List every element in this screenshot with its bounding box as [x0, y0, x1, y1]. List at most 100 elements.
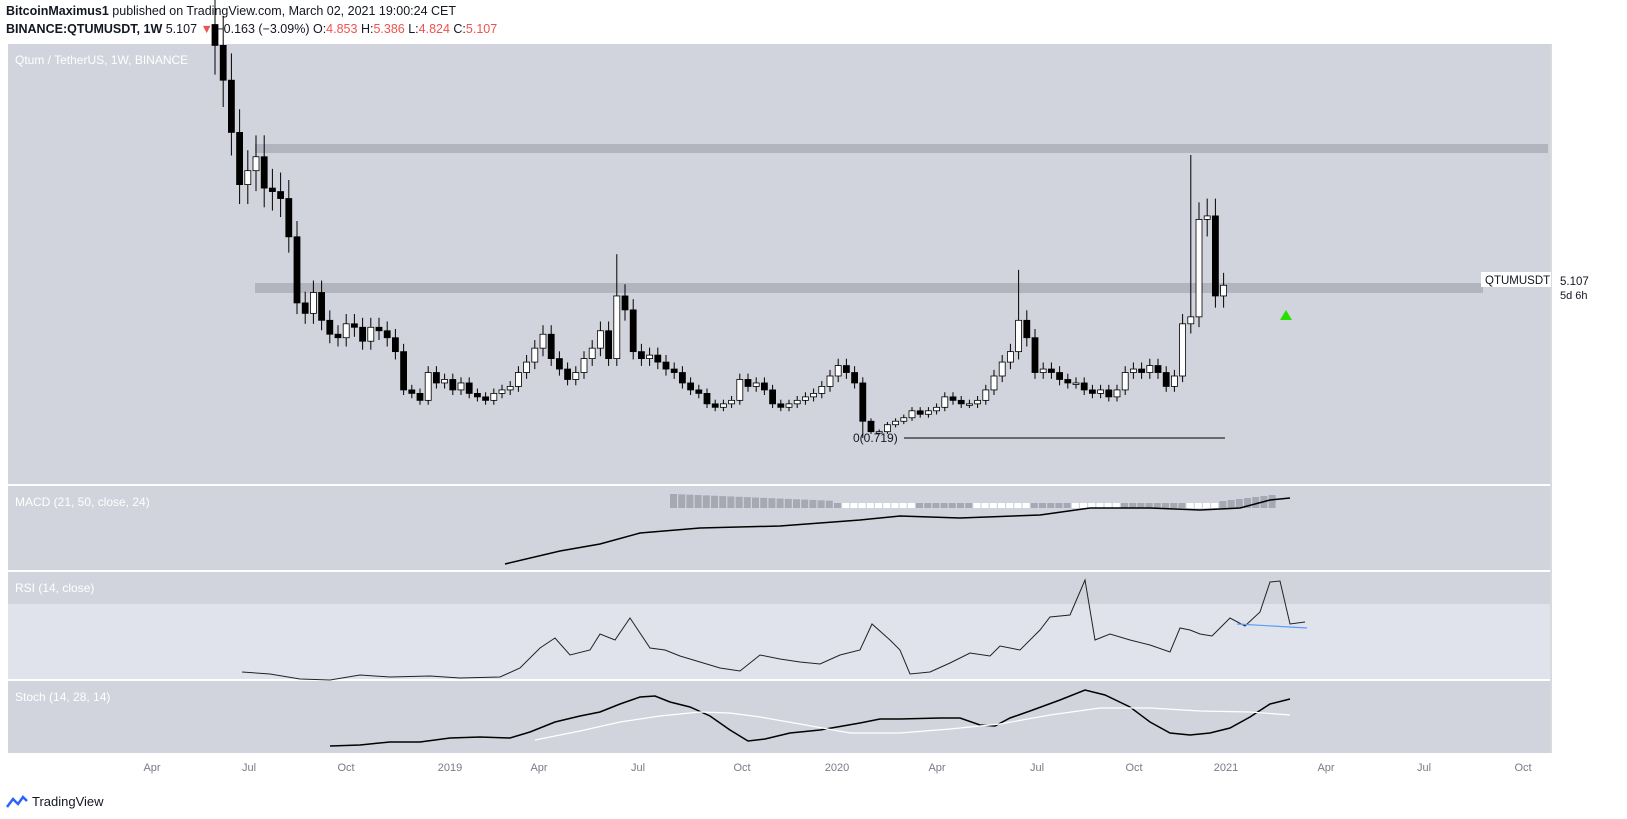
price-tick-label: 10.000 — [1559, 110, 1593, 122]
candle-body — [1121, 372, 1129, 391]
macd-histogram-bar — [1096, 503, 1104, 508]
price-tick-label: 2.000 — [1559, 388, 1587, 400]
candle-body — [326, 319, 334, 335]
time-tick-label: Oct — [733, 762, 750, 774]
candle-body — [1089, 389, 1096, 394]
candle-body — [597, 330, 604, 349]
macd-histogram-bar — [957, 503, 964, 508]
macd-histogram-bar — [1071, 503, 1079, 508]
publisher-name[interactable]: BitcoinMaximus1 — [6, 4, 109, 18]
macd-histogram-bar — [1039, 503, 1046, 508]
candle-body — [1154, 365, 1162, 373]
candle-body — [941, 396, 949, 408]
candle-body — [736, 379, 744, 401]
macd-histogram-bar — [1252, 497, 1260, 508]
candle-body — [506, 386, 514, 391]
candle-body — [638, 351, 645, 360]
candle-body — [744, 379, 752, 387]
time-tick-label: Jul — [242, 762, 256, 774]
macd-histogram-bar — [784, 498, 792, 508]
candle-body — [359, 326, 367, 342]
price-change: −0.163 (−3.09%) — [216, 22, 310, 36]
candle-body — [687, 382, 694, 391]
candle-body — [334, 333, 342, 339]
macd-histogram-bar — [924, 503, 932, 508]
macd-histogram-bar — [711, 495, 718, 508]
time-axis[interactable]: Apr Jul Oct 2019 Apr Jul Oct 2020 Apr Jul Oct 2021 A… — [143, 762, 1531, 774]
candle-body — [318, 292, 326, 321]
candle-body — [679, 372, 686, 384]
candle-body — [531, 347, 539, 363]
candle-body — [949, 396, 957, 401]
macd-histogram-bar — [1235, 499, 1243, 508]
macd-histogram-bar — [834, 503, 841, 508]
candle-body — [646, 354, 653, 359]
price-tag-value: 5.107 — [1560, 276, 1589, 288]
candle-body — [695, 389, 703, 394]
candle-body — [1187, 316, 1195, 325]
stoch-axis: 80.00 40.00 0.00 — [1559, 681, 1587, 754]
macd-histogram-bar — [1268, 495, 1276, 508]
candle-body — [703, 392, 711, 405]
macd-histogram-bar — [801, 499, 809, 508]
candle-body — [342, 323, 350, 339]
low-label: L: — [408, 22, 419, 36]
resistance-zone-lower — [255, 283, 1483, 293]
macd-histogram-bar — [973, 503, 981, 508]
candle-body — [1015, 319, 1022, 353]
publish-line: BitcoinMaximus1 published on TradingView… — [6, 4, 456, 18]
high-value: 5.386 — [373, 22, 405, 36]
candle-body — [391, 337, 399, 353]
macd-histogram-bar — [686, 494, 694, 508]
macd-histogram-bar — [907, 503, 915, 508]
candle-body — [1179, 323, 1186, 377]
macd-histogram-bar — [776, 498, 784, 508]
macd-histogram-bar — [1227, 500, 1235, 508]
candle-body — [1072, 382, 1080, 385]
tradingview-logo-icon — [6, 794, 28, 808]
macd-histogram-bar — [1022, 503, 1030, 508]
macd-histogram-bar — [727, 496, 735, 508]
change-arrow-icon: ▼ — [200, 22, 213, 36]
time-tick-label: Apr — [143, 762, 160, 774]
candle-body — [826, 375, 834, 387]
candle-body — [515, 372, 522, 387]
time-tick-label: 2021 — [1214, 762, 1238, 774]
last-price: 5.107 — [165, 22, 198, 36]
candle-body — [1171, 375, 1178, 387]
candle-body — [818, 386, 826, 394]
candle-body — [293, 236, 301, 304]
tradingview-logo[interactable]: TradingView — [6, 794, 104, 809]
main-panel-title: Qtum / TetherUS, 1W, BINANCE — [15, 53, 188, 67]
open-label: O: — [312, 22, 327, 36]
macd-histogram-bar — [1178, 503, 1186, 508]
macd-histogram-bar — [768, 498, 776, 508]
candle-body — [498, 389, 506, 394]
candle-body — [1105, 389, 1113, 398]
macd-histogram-bar — [1186, 503, 1194, 508]
candle-body — [810, 392, 817, 398]
macd-histogram-bar — [883, 503, 891, 508]
rsi-trendline[interactable] — [1236, 623, 1308, 629]
candle-body — [720, 403, 727, 408]
macd-histogram-bar — [752, 497, 759, 508]
macd-histogram-bar — [899, 503, 907, 508]
candle-body — [867, 420, 875, 433]
candle-body — [875, 431, 883, 434]
rsi-tick-label: 40.00 — [1559, 659, 1587, 671]
candle-body — [892, 420, 899, 426]
candle-body — [761, 382, 768, 391]
candle-body — [523, 361, 530, 373]
price-tick-label: 4.000 — [1559, 319, 1587, 331]
candle-body — [1195, 218, 1203, 318]
candle-body — [957, 399, 965, 405]
candle-body — [375, 326, 383, 332]
candle-body — [260, 156, 268, 189]
macd-histogram-bar — [1129, 503, 1137, 508]
macd-histogram-bar — [760, 497, 768, 508]
candle-body — [588, 347, 596, 360]
price-tick-label: 7.000 — [1559, 214, 1587, 226]
price-axis[interactable]: 11.00010.0009.0008.0007.0006.0005.0004.0… — [1559, 75, 1593, 470]
price-tick-label: 0.000 — [1559, 458, 1587, 470]
